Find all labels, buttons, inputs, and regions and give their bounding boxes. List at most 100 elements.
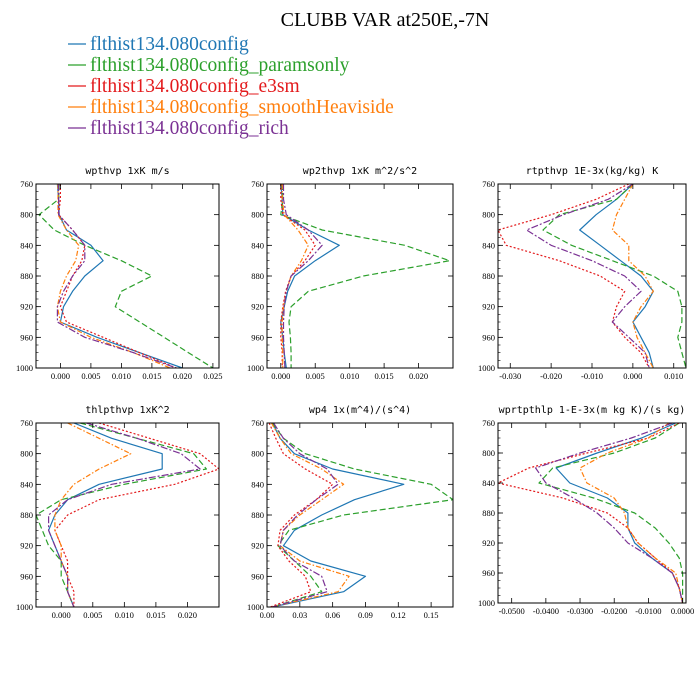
- panel-title: wprtpthlp 1-E-3x(m kg K)/(s kg): [499, 405, 686, 416]
- series-line-2: [542, 184, 686, 368]
- x-tick-label: 0.06: [325, 610, 340, 620]
- plot-frame: [497, 183, 687, 369]
- x-tick-label: 0.015: [142, 371, 161, 381]
- y-tick-label: 920: [482, 302, 495, 312]
- panel-title: wp2thvp 1xK m^2/s^2: [303, 166, 417, 177]
- y-tick-label: 920: [251, 541, 264, 551]
- series-line-5: [534, 423, 684, 603]
- figure-title: CLUBB VAR at250E,-7N: [281, 9, 490, 31]
- series-line-4: [579, 423, 684, 603]
- series-line-3: [280, 184, 316, 368]
- series-line-1: [280, 184, 340, 368]
- y-tick-label: 960: [482, 568, 495, 578]
- y-tick-label: 760: [251, 179, 264, 189]
- x-tick-label: 0.000: [51, 371, 70, 381]
- legend: flthist134.080configflthist134.080config…: [68, 34, 394, 139]
- series-line-2: [272, 423, 453, 607]
- series-line-4: [270, 423, 350, 607]
- y-tick-label: 840: [251, 479, 264, 489]
- x-tick-label: 0.000: [271, 371, 290, 381]
- y-tick-label: 960: [251, 332, 264, 342]
- series-line-3: [54, 423, 219, 607]
- x-tick-label: -0.020: [540, 371, 562, 381]
- y-tick-label: 760: [482, 418, 495, 428]
- y-tick-label: 840: [251, 240, 264, 250]
- x-tick-label: 0.005: [81, 371, 100, 381]
- x-tick-label: 0.020: [409, 371, 428, 381]
- y-tick-label: 960: [20, 571, 33, 581]
- y-tick-label: 1000: [16, 602, 33, 612]
- y-tick-label: 800: [251, 449, 264, 459]
- panel-title: wp4 1x(m^4)/(s^4): [309, 405, 411, 416]
- x-tick-label: 0.000: [52, 610, 71, 620]
- x-tick-label: 0.005: [83, 610, 102, 620]
- series-line-4: [54, 423, 132, 607]
- x-tick-label: 0.010: [112, 371, 131, 381]
- y-tick-label: 920: [20, 302, 33, 312]
- series-line-1: [47, 423, 163, 607]
- y-tick-label: 880: [251, 510, 264, 520]
- series-line-1: [555, 423, 684, 603]
- y-tick-label: 880: [251, 271, 264, 281]
- legend-label: flthist134.080config_paramsonly: [90, 55, 350, 76]
- x-tick-label: 0.020: [178, 610, 197, 620]
- y-tick-label: 1000: [247, 602, 264, 612]
- y-tick-label: 840: [20, 240, 33, 250]
- legend-label: flthist134.080config: [90, 34, 249, 55]
- series-line-2: [38, 184, 214, 368]
- series-line-3: [57, 184, 177, 368]
- x-tick-label: -0.010: [581, 371, 603, 381]
- panel-title: wpthvp 1xK m/s: [85, 166, 169, 177]
- y-tick-label: 880: [20, 271, 33, 281]
- x-tick-label: 0.00: [260, 610, 275, 620]
- y-tick-label: 800: [482, 448, 495, 458]
- series-line-3: [268, 423, 334, 607]
- chart-panel: thlpthvp 1xK^2 760 800 840 880 920 960 1000 0.00…: [16, 405, 220, 620]
- y-tick-label: 800: [20, 210, 33, 220]
- y-tick-label: 760: [482, 179, 495, 189]
- y-tick-label: 920: [20, 541, 33, 551]
- panel-title: thlpthvp 1xK^2: [85, 405, 169, 416]
- y-tick-label: 880: [20, 510, 33, 520]
- x-tick-label: 0.020: [173, 371, 192, 381]
- chart-panel: wp2thvp 1xK m^2/s^2 760 800 840 880 920 960 100…: [247, 166, 454, 381]
- x-tick-label: 0.015: [146, 610, 165, 620]
- x-tick-label: -0.0100: [635, 606, 661, 616]
- x-tick-label: 0.005: [306, 371, 325, 381]
- x-tick-label: 0.000: [623, 371, 642, 381]
- series-line-1: [271, 423, 405, 607]
- chart-panel: wprtpthlp 1-E-3x(m kg K)/(s kg) 760 800 840…: [478, 405, 694, 616]
- y-tick-label: 1000: [478, 363, 495, 373]
- y-tick-label: 800: [251, 210, 264, 220]
- panel-title: rtpthvp 1E-3x(kg/kg) K: [526, 166, 658, 177]
- y-tick-label: 760: [20, 179, 33, 189]
- y-tick-label: 840: [20, 479, 33, 489]
- x-tick-label: -0.0200: [601, 606, 627, 616]
- series-line-5: [272, 423, 339, 607]
- chart-panel: wp4 1x(m^4)/(s^4)76080084088092096010000…: [247, 405, 454, 620]
- x-tick-label: 0.010: [340, 371, 359, 381]
- plot-frame: [35, 183, 220, 369]
- series-line-3: [498, 184, 650, 368]
- x-tick-label: 0.0000: [671, 606, 694, 616]
- series-line-4: [56, 184, 171, 368]
- series-line-2: [36, 423, 207, 607]
- panels: wpthvp 1xK m/s76080084088092096010000.00…: [16, 166, 694, 620]
- y-tick-label: 800: [20, 449, 33, 459]
- y-tick-label: 1000: [247, 363, 264, 373]
- x-tick-label: 0.025: [203, 371, 222, 381]
- y-tick-label: 960: [482, 332, 495, 342]
- legend-label: flthist134.080config_e3sm: [90, 76, 300, 97]
- series-line-2: [538, 423, 684, 603]
- series-line-2: [280, 184, 451, 368]
- y-tick-label: 840: [482, 240, 495, 250]
- legend-label: flthist134.080config_smoothHeaviside: [90, 97, 394, 118]
- y-tick-label: 960: [251, 571, 264, 581]
- series-line-5: [56, 184, 177, 368]
- x-tick-label: -0.0500: [499, 606, 525, 616]
- legend-label: flthist134.080config_rich: [90, 118, 289, 139]
- x-tick-label: 0.010: [115, 610, 134, 620]
- x-tick-label: -0.030: [499, 371, 521, 381]
- y-tick-label: 1000: [478, 598, 495, 608]
- x-tick-label: -0.0400: [533, 606, 559, 616]
